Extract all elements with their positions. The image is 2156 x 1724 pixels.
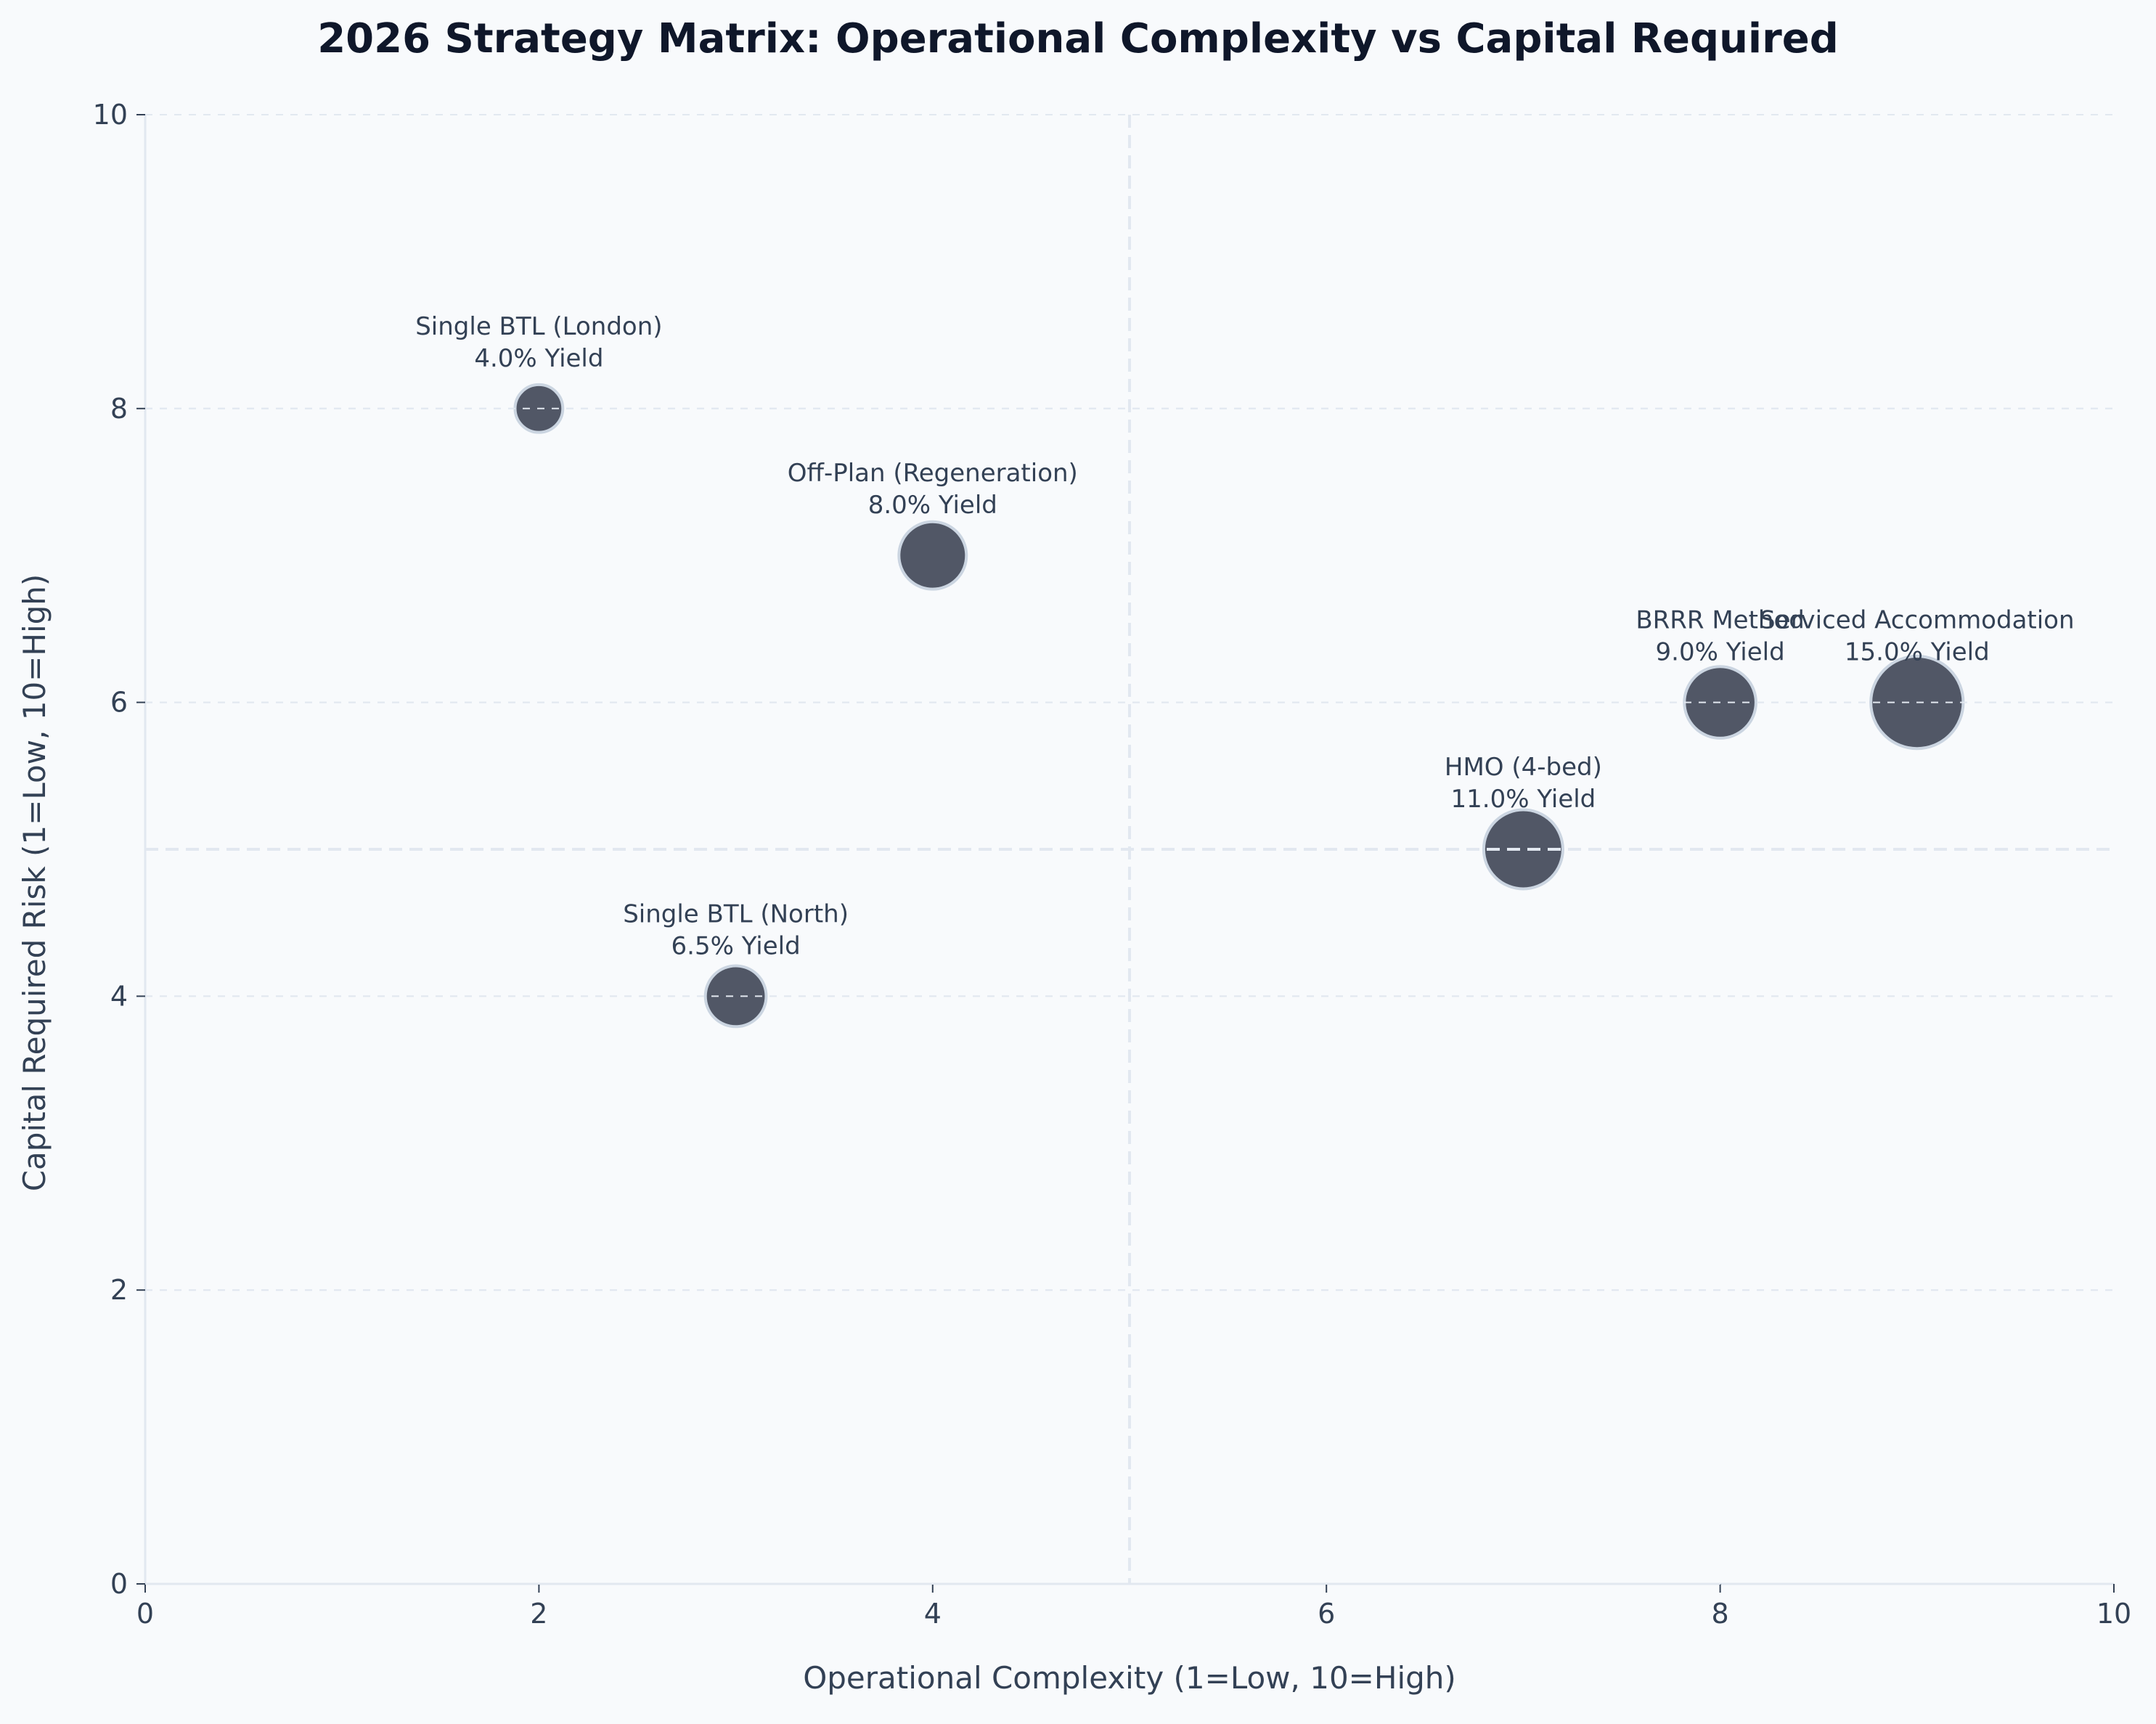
x-tick-label: 8 [1712, 1598, 1729, 1630]
bubble-point [1482, 808, 1564, 891]
y-tick-label: 8 [110, 393, 128, 425]
point-name-label: Single BTL (North) [623, 899, 849, 928]
bubble-point [703, 964, 768, 1029]
chart-title: 2026 Strategy Matrix: Operational Comple… [317, 15, 1839, 62]
point-yield-label: 9.0% Yield [1656, 638, 1785, 667]
x-tick-label: 10 [2096, 1598, 2131, 1630]
point-name-label: HMO (4-bed) [1445, 753, 1602, 782]
point-yield-label: 4.0% Yield [474, 344, 603, 373]
point-yield-label: 11.0% Yield [1451, 785, 1596, 814]
x-tick-label: 4 [924, 1598, 942, 1630]
x-tick-label: 0 [136, 1598, 154, 1630]
point-name-label: Off-Plan (Regeneration) [788, 459, 1078, 488]
x-axis-label: Operational Complexity (1=Low, 10=High) [803, 1660, 1456, 1696]
bubble-point [897, 520, 968, 591]
point-name-label: BRRR Method [1636, 606, 1805, 635]
point-yield-label: 15.0% Yield [1845, 638, 1990, 667]
y-tick-label: 0 [110, 1568, 128, 1600]
x-tick-label: 2 [530, 1598, 547, 1630]
y-tick-label: 2 [110, 1274, 128, 1306]
point-yield-label: 8.0% Yield [868, 491, 997, 520]
y-tick-label: 6 [110, 687, 128, 719]
point-name-label: Serviced Accommodation [1760, 606, 2074, 635]
point-annotations: Single BTL (London) 4.0% Yield Single BTL … [415, 312, 2074, 961]
x-tick-label: 6 [1318, 1598, 1335, 1630]
point-name-label: Single BTL (London) [415, 312, 662, 341]
point-yield-label: 6.5% Yield [671, 931, 801, 960]
grid-overlay [145, 114, 2114, 1585]
y-tick-label: 4 [110, 980, 128, 1012]
y-tick-label: 10 [93, 99, 128, 131]
y-axis-label: Capital Required Risk (1=Low, 10=High) [17, 574, 52, 1192]
